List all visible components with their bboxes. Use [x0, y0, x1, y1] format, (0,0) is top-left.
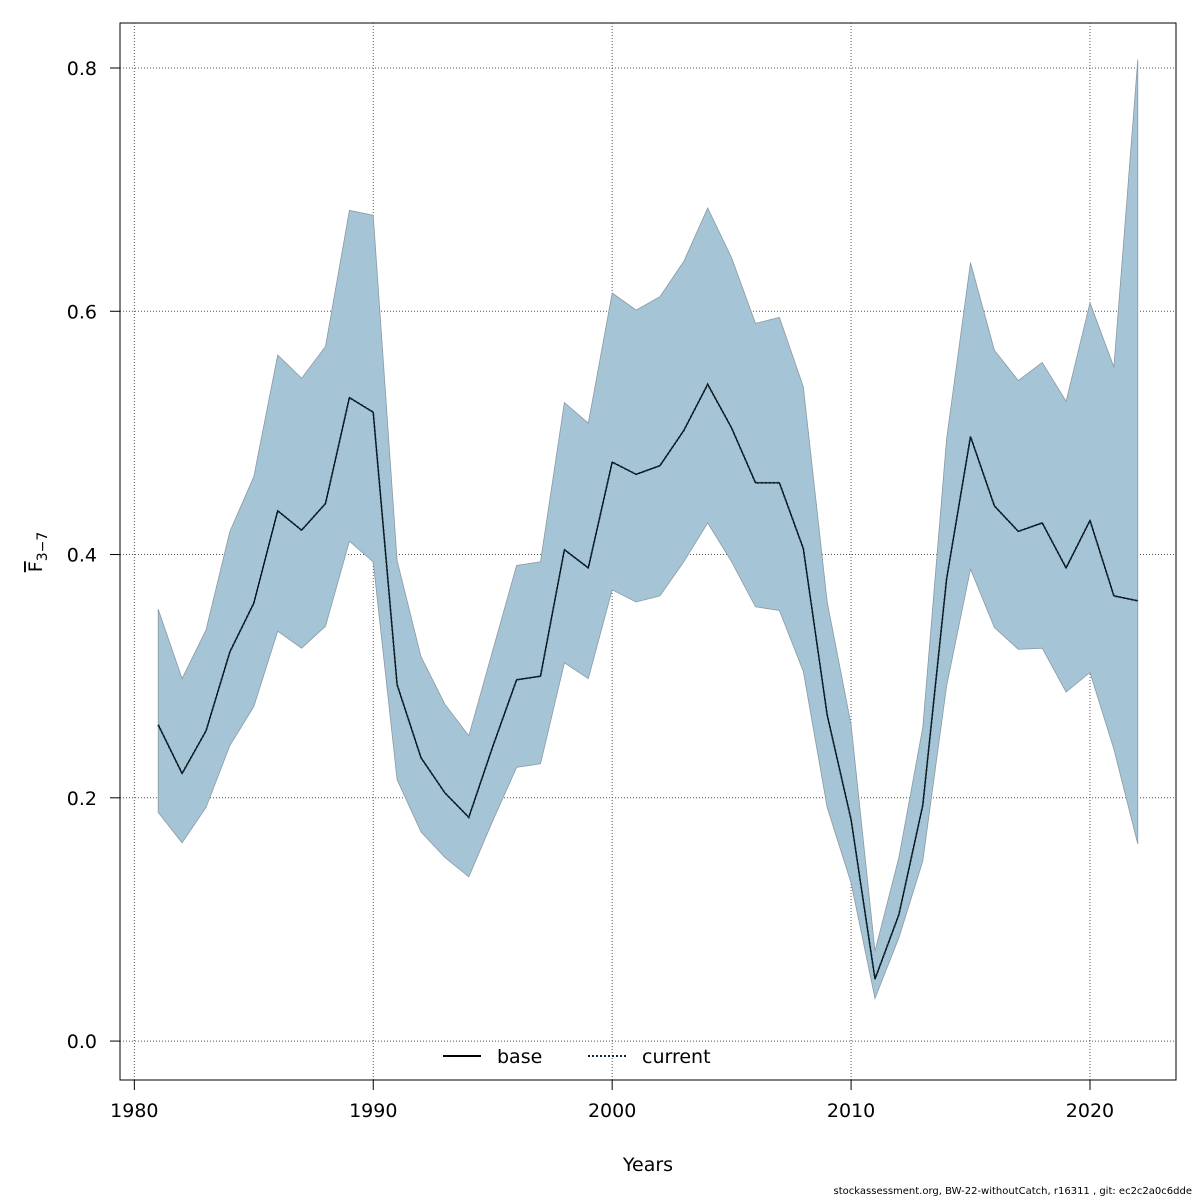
y-tick-label: 0.8	[67, 58, 97, 80]
x-tick-label: 2000	[588, 1100, 636, 1122]
x-tick-label: 1980	[110, 1100, 158, 1122]
legend-label-current: current	[642, 1046, 711, 1068]
y-axis-title: F3−7	[25, 532, 51, 572]
y-tick-label: 0.4	[67, 545, 97, 567]
legend-label-base: base	[497, 1046, 542, 1068]
y-tick-label: 0.6	[67, 301, 97, 323]
x-axis-title: Years	[622, 1154, 673, 1176]
x-tick-label: 2020	[1066, 1100, 1114, 1122]
y-axis-title-text: F3−7	[25, 532, 51, 572]
confidence-band	[157, 59, 1139, 1000]
y-tick-label: 0.0	[67, 1031, 97, 1053]
legend: base current	[443, 1046, 711, 1068]
y-tick-label: 0.2	[67, 788, 97, 810]
series-line-current	[157, 382, 1138, 980]
x-tick-label: 1990	[349, 1100, 397, 1122]
y-axis-title-main: F	[25, 561, 47, 572]
x-tick-label: 2010	[827, 1100, 875, 1122]
y-axis-title-subscript: 3−7	[35, 532, 51, 562]
footer-note: stockassessment.org, BW-22-withoutCatch,…	[833, 1186, 1192, 1197]
